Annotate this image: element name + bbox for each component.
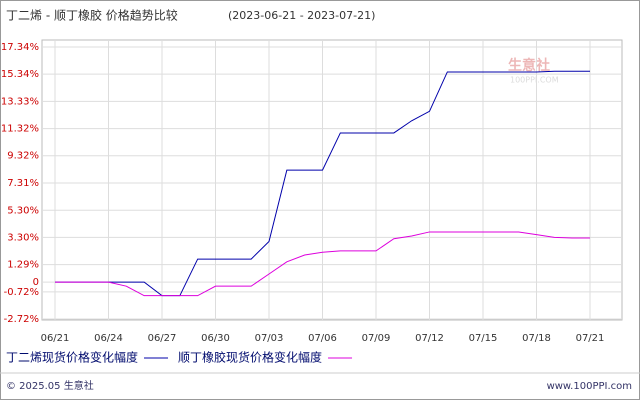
x-tick-label: 07/21 xyxy=(576,333,605,344)
footer-url: www.100PPI.com xyxy=(547,381,632,392)
y-tick-label: 1.29% xyxy=(7,260,39,271)
y-tick-label: 3.30% xyxy=(7,232,39,243)
x-tick-label: 07/12 xyxy=(415,333,444,344)
y-tick-label: -2.72% xyxy=(4,314,39,325)
y-tick-label: 9.32% xyxy=(7,151,39,162)
legend-label: 顺丁橡胶现货价格变化幅度 xyxy=(178,350,322,365)
y-tick-label: 11.32% xyxy=(1,124,39,135)
x-tick-label: 07/06 xyxy=(308,333,337,344)
series-line xyxy=(55,70,590,297)
x-tick-label: 06/24 xyxy=(94,333,123,344)
watermark-name: 生意社 xyxy=(508,57,550,74)
y-tick-label: 13.33% xyxy=(1,96,39,107)
y-tick-label: -0.72% xyxy=(4,287,39,298)
y-tick-label: 15.34% xyxy=(1,69,39,80)
x-tick-label: 07/03 xyxy=(255,333,284,344)
x-tick-label: 06/30 xyxy=(201,333,230,344)
x-tick-label: 07/09 xyxy=(362,333,391,344)
y-tick-label: 0 xyxy=(33,277,39,288)
x-tick-label: 07/18 xyxy=(522,333,551,344)
plot-area xyxy=(41,39,623,321)
series-line xyxy=(55,231,590,297)
footer-copyright: © 2025.05 生意社 xyxy=(6,379,94,392)
y-tick-label: 7.31% xyxy=(7,178,39,189)
y-tick-label: 5.30% xyxy=(7,205,39,216)
x-tick-label: 06/27 xyxy=(148,333,177,344)
watermark-site: 100PPI.COM xyxy=(510,76,559,85)
chart-subtitle: (2023-06-21 - 2023-07-21) xyxy=(228,9,375,22)
y-tick-label: 17.34% xyxy=(1,42,39,53)
watermark: 生意社 100PPI.COM xyxy=(508,57,559,85)
x-tick-label: 06/21 xyxy=(41,333,70,344)
legend-label: 丁二烯现货价格变化幅度 xyxy=(6,350,138,365)
chart-title: 丁二烯 - 顺丁橡胶 价格趋势比较 xyxy=(6,8,178,23)
x-tick-label: 07/15 xyxy=(469,333,498,344)
